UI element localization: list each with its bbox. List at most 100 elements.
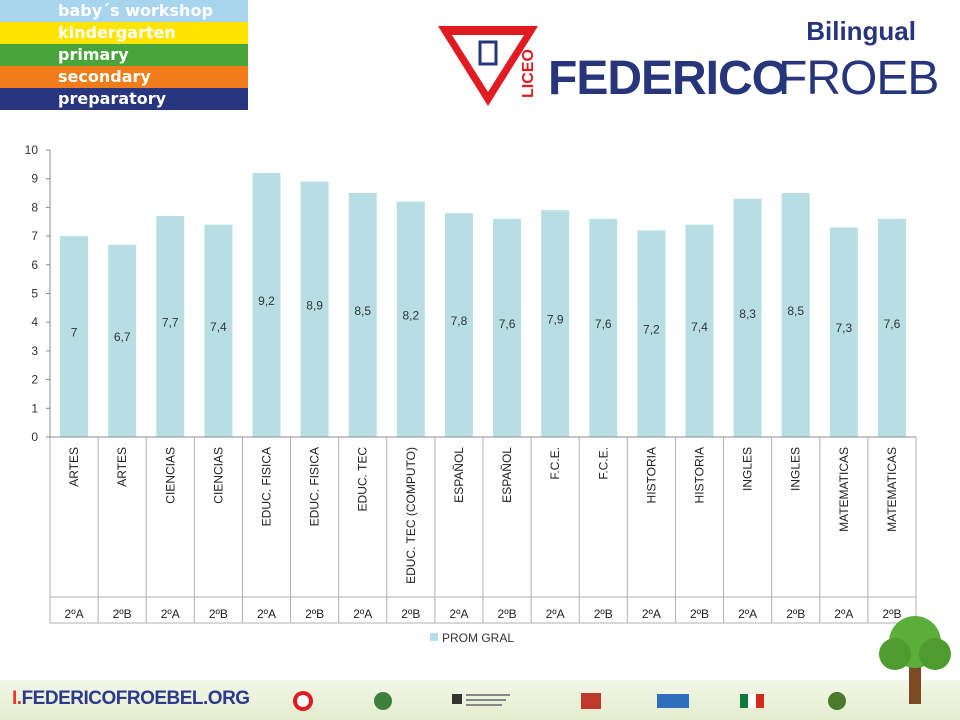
y-tick-label: 0 — [31, 430, 38, 444]
y-tick-label: 7 — [31, 229, 38, 243]
group-label: 2ºA — [449, 607, 468, 621]
data-label: 7,9 — [547, 313, 564, 327]
logo-bilingual: Bilingual — [806, 16, 916, 46]
group-label: 2ºA — [65, 607, 84, 621]
data-label: 7,8 — [451, 314, 468, 328]
level-0: baby´s workshop — [0, 0, 248, 22]
bar — [493, 218, 522, 437]
bar — [781, 193, 810, 437]
x-tick-label: EDUC. TEC (COMPUTO) — [404, 447, 418, 584]
group-label: 2ºA — [353, 607, 372, 621]
data-label: 8,5 — [787, 304, 804, 318]
average-grades-chart: 0 1 2 3 4 5 6 7 8 9 10 7 6,7 7,7 7,4 9,2 8,9 8,5 8,2 7,8 7,… — [25, 143, 917, 645]
x-tick-label: EDUC. TEC — [356, 447, 370, 512]
x-tick-label: HISTORIA — [693, 447, 707, 503]
emblem-icon — [828, 692, 846, 710]
level-2: primary — [0, 44, 248, 66]
value-labels: 7 6,7 7,7 7,4 9,2 8,9 8,5 8,2 7,8 7,6 7,9 7,6 7,2 7,4… — [71, 294, 901, 344]
bar — [541, 210, 570, 437]
group-label: 2ºA — [546, 607, 565, 621]
x-tick-label: ARTES — [67, 447, 81, 487]
x-tick-label: ESPAÑOL — [452, 447, 466, 503]
footer: I.FEDERICOFROEBEL.ORG — [0, 670, 960, 720]
bar — [637, 230, 666, 437]
logo-emblem — [478, 40, 498, 66]
footer-url-prefix: I. — [12, 688, 22, 709]
y-tick-label: 10 — [25, 143, 39, 157]
bar — [877, 218, 906, 437]
bar — [156, 216, 185, 437]
x-tick-label: ARTES — [115, 447, 129, 487]
y-tick-label: 5 — [31, 287, 38, 301]
y-tick-label: 6 — [31, 258, 38, 272]
bar — [108, 244, 137, 437]
partner-logo-icon — [657, 694, 689, 708]
data-label: 7,4 — [691, 320, 708, 334]
level-4: preparatory — [0, 88, 248, 110]
data-label: 7,3 — [835, 321, 852, 335]
data-label: 7,6 — [595, 317, 612, 331]
bar — [204, 224, 233, 437]
data-label: 6,7 — [114, 330, 131, 344]
level-3: secondary — [0, 66, 248, 88]
data-label: 7,4 — [210, 320, 227, 334]
data-label: 8,2 — [402, 308, 419, 322]
bar — [348, 193, 377, 437]
group-label: 2ºA — [834, 607, 853, 621]
group-label: 2ºB — [594, 607, 613, 621]
footer-website[interactable]: I.FEDERICOFROEBEL.ORG — [12, 688, 250, 710]
school-levels-banner: baby´s workshop kindergarten primary second… — [0, 0, 248, 110]
x-tick-label: INGLES — [741, 447, 755, 491]
y-axis: 0 1 2 3 4 5 6 7 8 9 10 — [25, 143, 51, 444]
bar — [396, 201, 425, 437]
x-tick-label: F.C.E. — [548, 447, 562, 480]
bar — [685, 224, 714, 437]
x-axis: ARTES 2ºA ARTES 2ºB CIENCIAS 2ºA CIENCIAS 2ºB ED… — [49, 436, 917, 624]
legend-swatch — [430, 633, 438, 641]
logo-froebel: FROEBEL — [778, 52, 938, 105]
anniversary-40-icon — [293, 691, 313, 711]
group-label: 2ºA — [257, 607, 276, 621]
x-tick-label: CIENCIAS — [163, 447, 177, 504]
footer-url-text: FEDERICOFROEBEL.ORG — [21, 688, 251, 709]
logo-federico: FEDERICO — [548, 52, 788, 105]
x-tick-label: MATEMATICAS — [885, 447, 899, 532]
x-tick-label: EDUC. FISICA — [308, 447, 322, 526]
y-tick-label: 8 — [31, 200, 38, 214]
y-tick-label: 9 — [31, 172, 38, 186]
legend-label: PROM GRAL — [442, 631, 514, 645]
bar — [589, 218, 618, 437]
school-logo: LICEO FEDERICO FROEBEL Bilingual — [438, 16, 960, 106]
bar — [60, 236, 89, 437]
seal-icon — [374, 692, 392, 710]
x-tick-label: HISTORIA — [644, 447, 658, 503]
tree-icon — [879, 616, 951, 704]
logo-liceo: LICEO — [520, 49, 537, 98]
group-label: 2ºB — [305, 607, 324, 621]
legend: PROM GRAL — [430, 631, 514, 645]
group-label: 2ºB — [498, 607, 517, 621]
group-label: 2ºB — [690, 607, 709, 621]
x-tick-label: MATEMATICAS — [837, 447, 851, 532]
data-label: 8,3 — [739, 307, 756, 321]
accreditation-icon — [581, 693, 601, 709]
mexico-flag-icon — [740, 694, 764, 708]
data-label: 9,2 — [258, 294, 275, 308]
data-label: 7,6 — [499, 317, 516, 331]
bars — [60, 172, 906, 437]
x-tick-label: CIENCIAS — [211, 447, 225, 504]
group-label: 2ºB — [209, 607, 228, 621]
x-tick-label: ESPAÑOL — [500, 447, 514, 503]
logo-graphic: LICEO FEDERICO FROEBEL Bilingual — [438, 16, 960, 106]
data-label: 7,6 — [884, 317, 901, 331]
group-label: 2ºB — [401, 607, 420, 621]
data-label: 7 — [71, 326, 78, 340]
y-tick-label: 1 — [31, 401, 38, 415]
bar — [300, 181, 329, 437]
bar — [252, 172, 281, 437]
x-tick-label: F.C.E. — [596, 447, 610, 480]
group-label: 2ºA — [738, 607, 757, 621]
y-tick-label: 3 — [31, 344, 38, 358]
bar — [733, 198, 762, 437]
y-tick-label: 4 — [31, 315, 38, 329]
